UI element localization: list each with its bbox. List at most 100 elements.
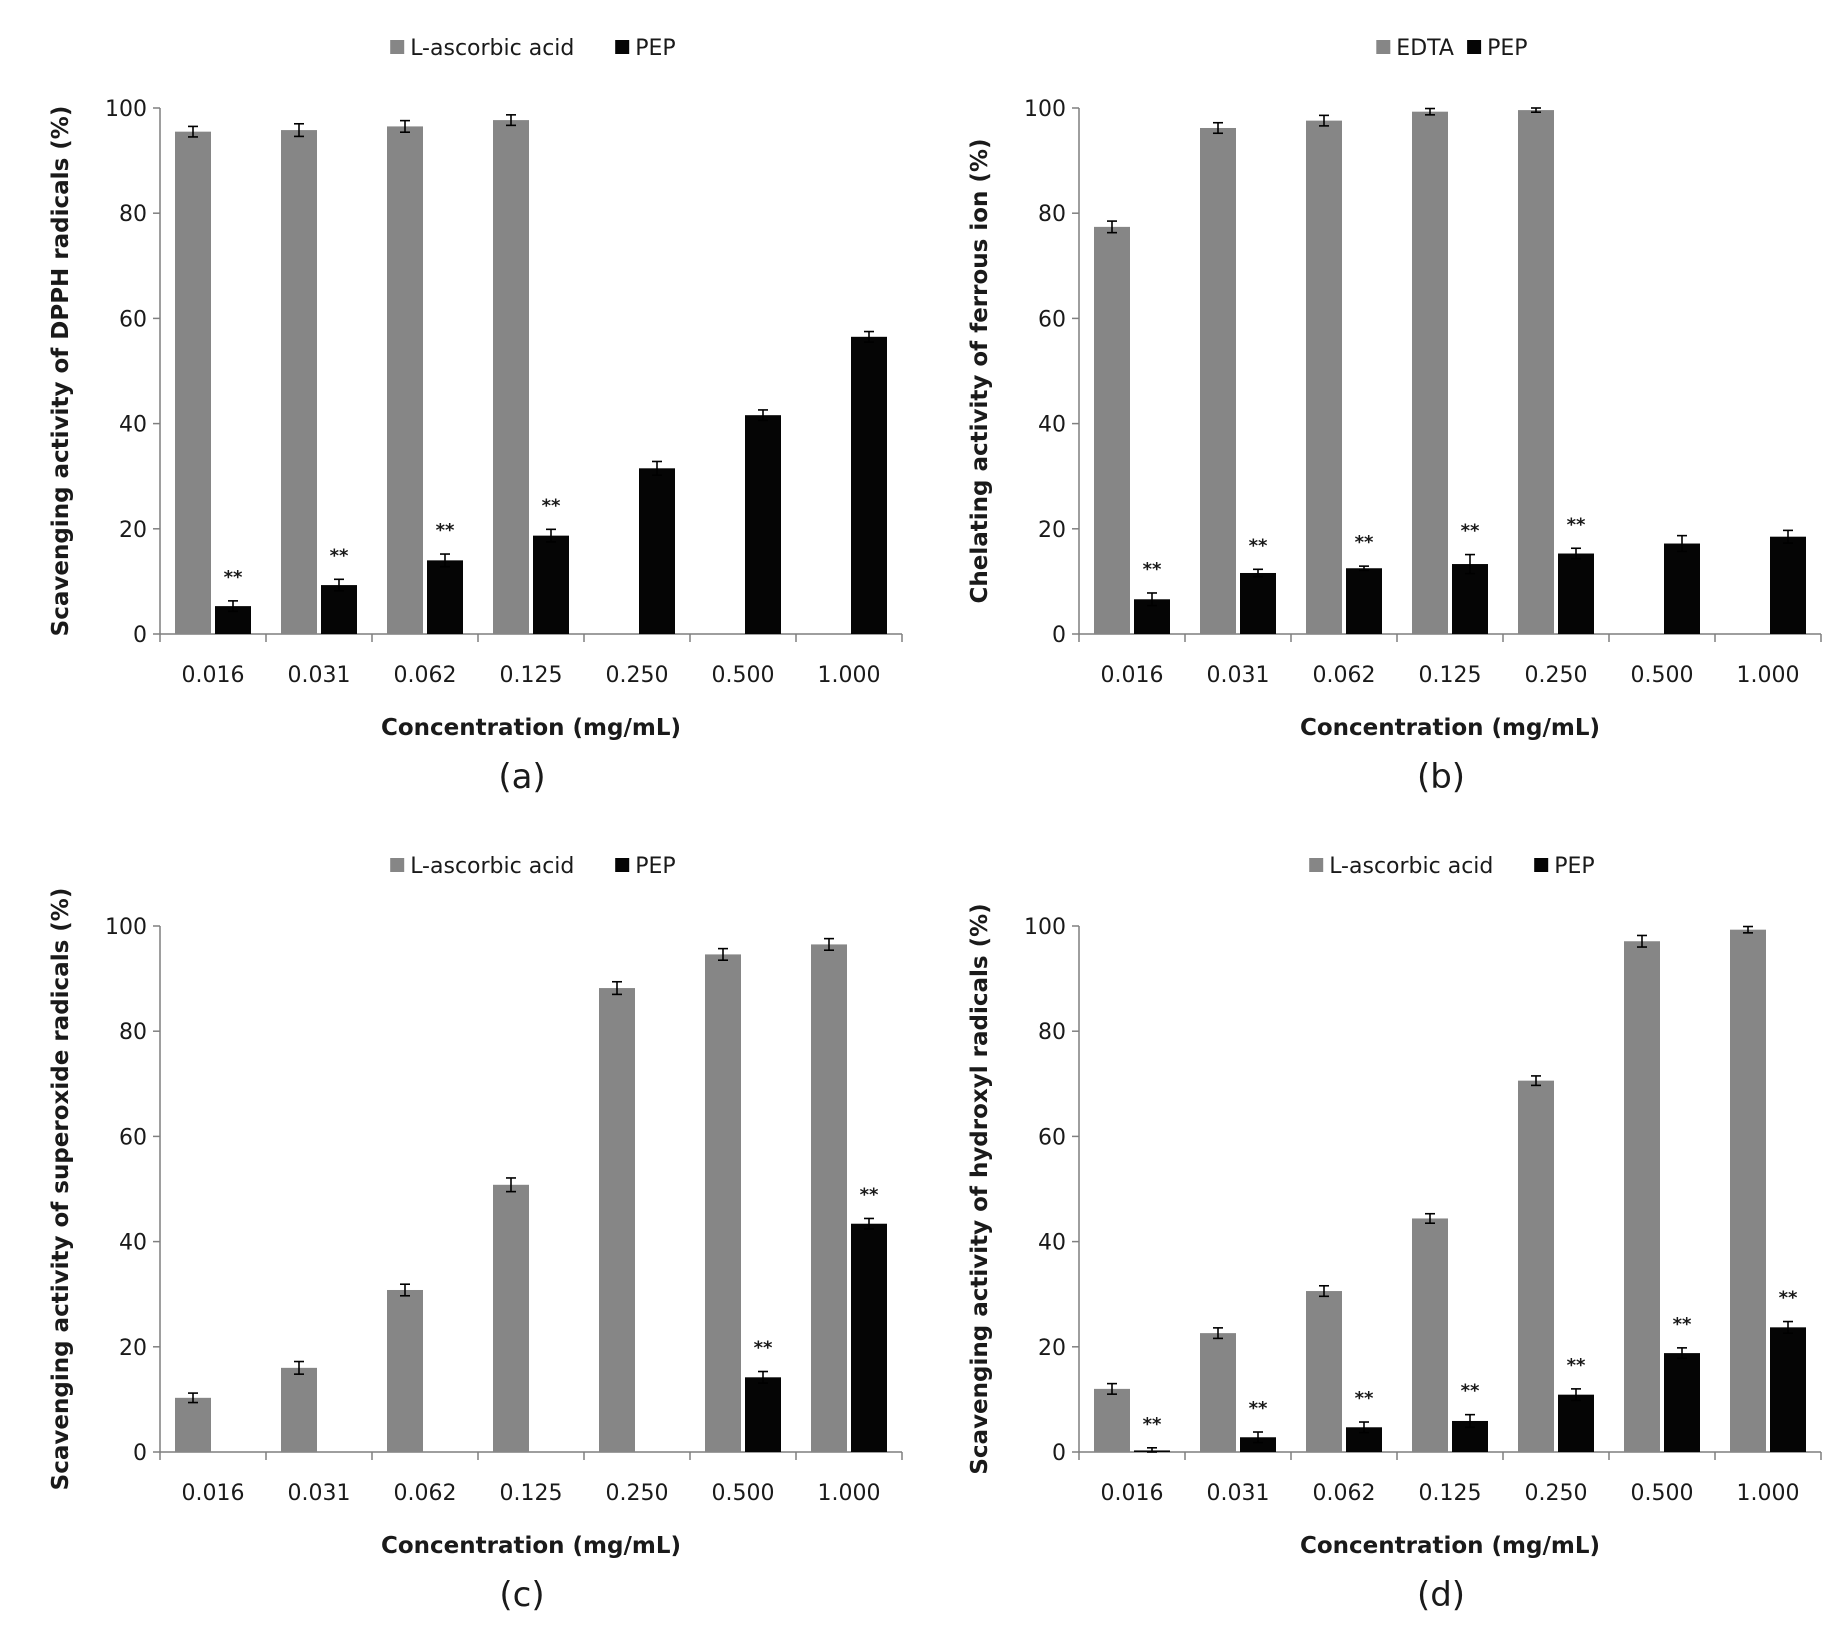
bar	[1452, 564, 1488, 634]
legend-label: L-ascorbic acid	[410, 854, 574, 879]
bar	[387, 1289, 423, 1452]
bars	[175, 114, 887, 635]
significance-marker: **	[1355, 532, 1374, 553]
significance-marker: **	[1249, 535, 1268, 556]
y-tick-label: 40	[1038, 1231, 1066, 1256]
bar	[599, 988, 635, 1452]
bar	[1624, 941, 1660, 1452]
bar	[427, 560, 463, 634]
x-tick-label: 0.500	[1631, 1481, 1694, 1506]
chart-panel-a: L-ascorbic acid PEP 0 20 40 60 80 100 0.016 0.031…	[0, 0, 920, 818]
panel-label: (d)	[1417, 1575, 1465, 1615]
bar	[1094, 226, 1130, 634]
bar	[387, 126, 423, 634]
bar	[1346, 568, 1382, 634]
y-axis-title: Scavenging activity of DPPH radicals (%)	[48, 106, 74, 637]
y-tick-label: 60	[1038, 307, 1066, 332]
significance-marker: **	[1249, 1398, 1268, 1419]
bar	[321, 585, 357, 634]
bar	[175, 1397, 211, 1452]
x-tick-label: 0.016	[182, 663, 245, 688]
x-tick-label: 0.250	[606, 663, 669, 688]
significance-marker: **	[330, 545, 349, 566]
bar	[851, 1223, 887, 1452]
y-tick-label: 20	[1038, 1336, 1066, 1361]
bar	[1518, 1080, 1554, 1452]
x-tick-label: 1.000	[1737, 663, 1800, 688]
bar	[1412, 111, 1448, 634]
legend-swatch	[1309, 858, 1324, 872]
bar	[851, 336, 887, 634]
axes: 0 20 40 60 80 100 0.016 0.031 0.062 0.125 0.250 0.5…	[105, 915, 903, 1506]
x-tick-label: 1.000	[818, 663, 881, 688]
x-tick-label: 0.500	[712, 1481, 775, 1506]
bar	[1240, 1437, 1276, 1452]
x-axis-title: Concentration (mg/mL)	[381, 1533, 681, 1559]
chart-svg: L-ascorbic acid PEP 0 20 40 60 80 100 0.016 0.031…	[48, 854, 903, 1615]
x-tick-label: 0.062	[1313, 1481, 1376, 1506]
x-tick-label: 0.125	[500, 1481, 563, 1506]
x-axis-title: Concentration (mg/mL)	[1300, 1533, 1600, 1559]
y-tick-label: 80	[1038, 202, 1066, 227]
significance-marker: **	[860, 1184, 879, 1205]
y-tick-label: 100	[1024, 915, 1066, 940]
x-axis-title: Concentration (mg/mL)	[1300, 715, 1600, 741]
significance-marker: **	[224, 567, 243, 588]
axes: 0 20 40 60 80 100 0.016 0.031 0.062 0.125 0.250 0.5…	[105, 97, 903, 688]
chart-panel-c: L-ascorbic acid PEP 0 20 40 60 80 100 0.016 0.031…	[0, 818, 920, 1636]
bar	[1664, 543, 1700, 634]
x-tick-label: 0.125	[1419, 663, 1482, 688]
x-tick-label: 0.062	[1313, 663, 1376, 688]
bar	[1240, 572, 1276, 634]
bar	[1306, 1291, 1342, 1452]
x-tick-label: 0.016	[182, 1481, 245, 1506]
x-tick-label: 0.125	[500, 663, 563, 688]
significance-marker: **	[754, 1338, 773, 1359]
x-tick-label: 0.016	[1101, 1481, 1164, 1506]
significance-marker: **	[1143, 1414, 1162, 1435]
y-tick-label: 40	[1038, 413, 1066, 438]
bar	[1770, 536, 1806, 634]
significance-marker: **	[542, 495, 561, 516]
y-tick-label: 60	[119, 307, 147, 332]
chart-panel-b: EDTA PEP 0 20 40 60 80 100 0.016 0.031 0.062 0.125 0…	[919, 0, 1839, 818]
legend-label: PEP	[635, 36, 675, 61]
y-axis-title: Chelating activity of ferrous ion (%)	[967, 139, 993, 604]
panel-label: (c)	[499, 1575, 544, 1615]
y-tick-label: 0	[1052, 1441, 1066, 1466]
x-tick-label: 0.500	[712, 663, 775, 688]
bar	[1200, 127, 1236, 634]
x-tick-label: 0.500	[1631, 663, 1694, 688]
y-tick-label: 40	[119, 413, 147, 438]
axes: 0 20 40 60 80 100 0.016 0.031 0.062 0.125 0.250 0.5…	[1024, 97, 1822, 688]
x-axis-title: Concentration (mg/mL)	[381, 715, 681, 741]
significance-marker: **	[1567, 514, 1586, 535]
bar	[1306, 120, 1342, 634]
bar	[1412, 1218, 1448, 1452]
bar	[493, 120, 529, 634]
legend-swatch	[1534, 858, 1549, 872]
significance-marker: **	[1143, 559, 1162, 580]
bar	[493, 1184, 529, 1452]
legend: L-ascorbic acid PEP	[390, 36, 676, 61]
bar	[1558, 1394, 1594, 1452]
legend-swatch	[390, 40, 405, 54]
y-tick-label: 20	[1038, 518, 1066, 543]
x-tick-label: 0.250	[1525, 663, 1588, 688]
y-tick-label: 20	[119, 518, 147, 543]
y-tick-label: 0	[1052, 623, 1066, 648]
y-tick-label: 80	[1038, 1020, 1066, 1045]
significance-marker: **	[1355, 1388, 1374, 1409]
y-tick-label: 60	[119, 1125, 147, 1150]
y-tick-label: 40	[119, 1231, 147, 1256]
bar	[1558, 553, 1594, 634]
x-tick-label: 0.062	[394, 663, 457, 688]
y-tick-label: 80	[119, 1020, 147, 1045]
x-tick-label: 0.062	[394, 1481, 457, 1506]
bar	[705, 954, 741, 1452]
bar	[1094, 1388, 1130, 1452]
legend: EDTA PEP	[1376, 36, 1528, 61]
x-tick-label: 1.000	[1737, 1481, 1800, 1506]
bars	[1094, 925, 1806, 1453]
y-tick-label: 100	[1024, 97, 1066, 122]
